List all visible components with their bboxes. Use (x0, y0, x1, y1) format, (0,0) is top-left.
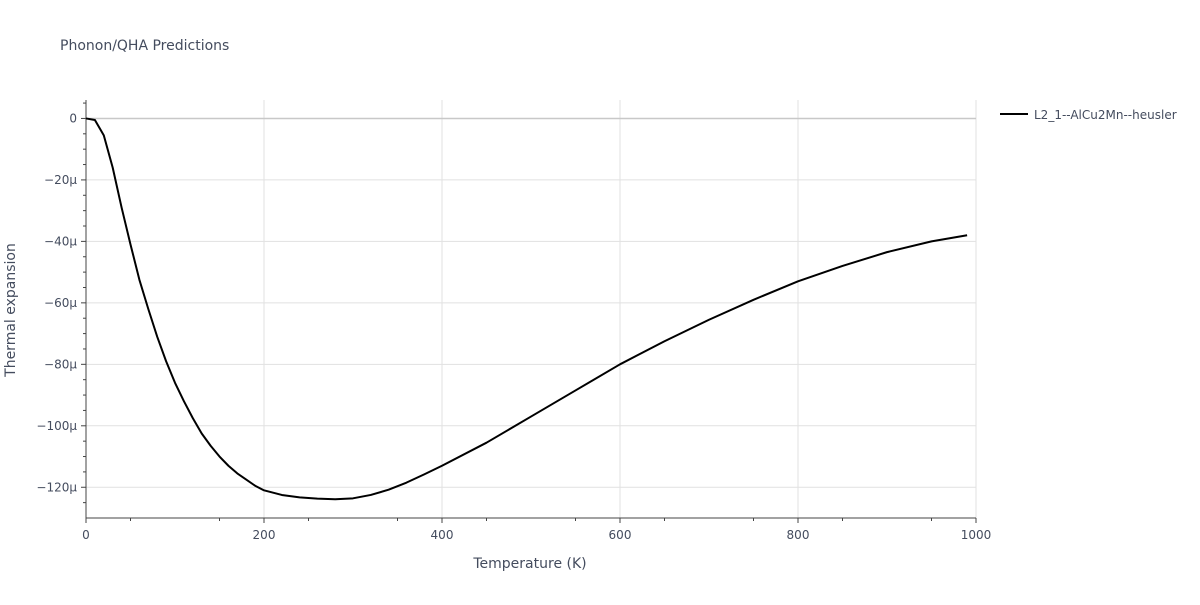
x-tick-label: 1000 (961, 528, 992, 542)
grid-lines (86, 100, 977, 518)
x-tick-label: 600 (609, 528, 632, 542)
axes: 0 200 400 600 800 1000 0 −20μ −40μ −60μ −80μ −100μ −… (36, 100, 991, 542)
x-tick-label: 800 (787, 528, 810, 542)
y-tick-label: −20μ (44, 173, 77, 187)
y-tick-label: −60μ (44, 296, 77, 310)
x-axis-label: Temperature (K) (472, 556, 586, 572)
y-tick-label: −40μ (44, 234, 77, 248)
chart-title: Phonon/QHA Predictions (60, 38, 229, 54)
y-axis-label: Thermal expansion (3, 243, 19, 378)
series-line[interactable] (85, 117, 968, 501)
series-layer (85, 117, 968, 501)
x-tick-label: 0 (82, 528, 90, 542)
y-tick-label: −120μ (36, 480, 77, 494)
y-tick-label: −100μ (36, 419, 77, 433)
legend[interactable]: L2_1--AlCu2Mn--heusler (1000, 108, 1177, 122)
legend-entry-label: L2_1--AlCu2Mn--heusler (1034, 108, 1177, 122)
x-tick-label: 200 (253, 528, 276, 542)
y-tick-label: −80μ (44, 357, 77, 371)
y-tick-label: 0 (69, 111, 77, 125)
x-tick-label: 400 (431, 528, 454, 542)
